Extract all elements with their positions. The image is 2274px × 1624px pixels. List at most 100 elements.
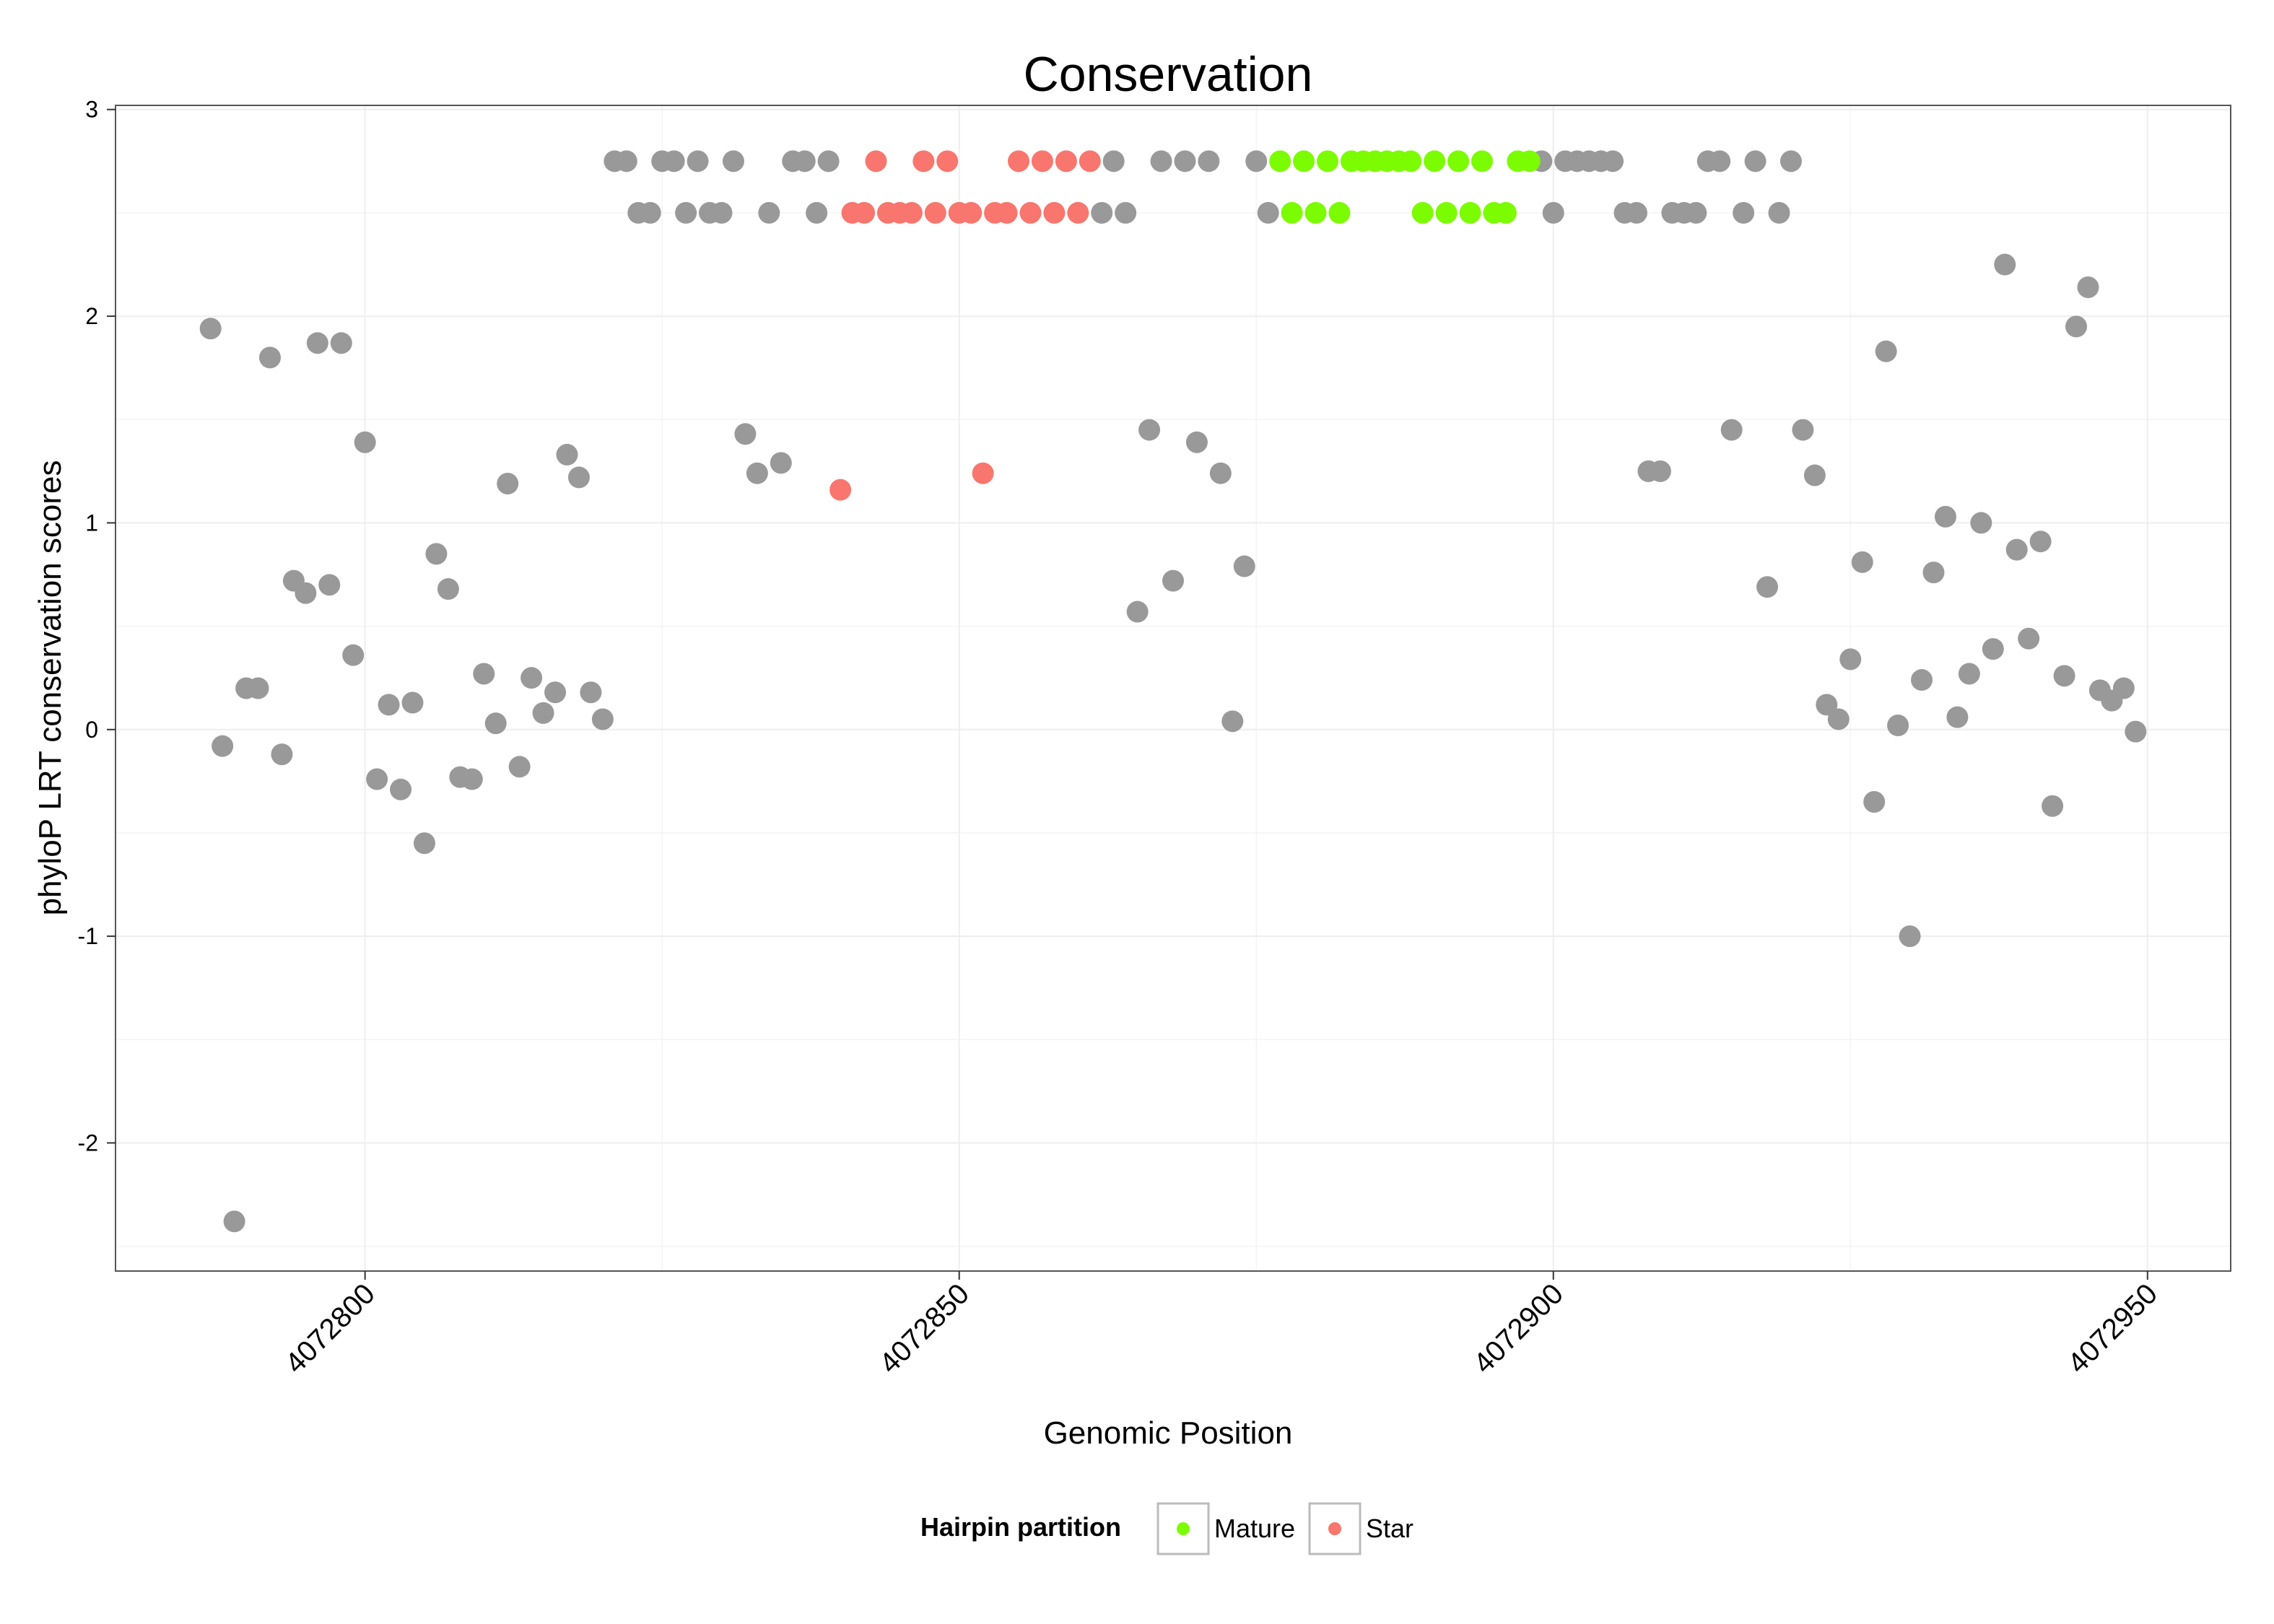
data-point-other <box>544 681 567 704</box>
data-point-other <box>556 443 578 466</box>
data-point-mature <box>1293 150 1315 173</box>
data-point-other <box>639 201 661 224</box>
data-point-star <box>960 201 983 224</box>
data-point-star <box>1055 150 1077 173</box>
data-point-other <box>1851 551 1873 573</box>
data-point-star <box>1019 201 1042 224</box>
data-point-other <box>1756 576 1779 598</box>
data-point-other <box>758 201 780 224</box>
data-point-star <box>1043 201 1066 224</box>
y-tick-label: -1 <box>78 923 98 949</box>
data-point-other <box>247 677 269 699</box>
data-point-mature <box>1281 201 1303 224</box>
data-point-other <box>2065 315 2088 338</box>
data-point-other <box>1875 340 1897 362</box>
data-point-other <box>1768 201 1790 224</box>
data-point-star <box>912 150 935 173</box>
data-point-other <box>508 756 531 778</box>
data-point-other <box>342 644 365 666</box>
data-point-mature <box>1494 201 1517 224</box>
data-point-star <box>829 479 852 501</box>
data-point-other <box>1827 708 1850 730</box>
data-point-mature <box>1304 201 1327 224</box>
data-point-star <box>1031 150 1053 173</box>
legend-title: Hairpin partition <box>920 1512 1121 1542</box>
data-point-other <box>318 574 341 596</box>
legend-label-mature: Mature <box>1214 1514 1295 1543</box>
data-point-other <box>2077 276 2099 298</box>
data-point-other <box>580 681 602 704</box>
plot-border <box>115 105 2231 1272</box>
data-point-other <box>687 150 709 173</box>
data-point-other <box>806 201 828 224</box>
chart-title: Conservation <box>1024 47 1313 102</box>
y-tick-label: -2 <box>78 1130 98 1156</box>
data-point-other <box>1233 555 1255 577</box>
data-point-other <box>1720 419 1743 441</box>
data-point-mature <box>1459 201 1481 224</box>
data-point-other <box>1221 710 1244 733</box>
data-point-other <box>437 578 459 601</box>
data-point-mature <box>1435 201 1458 224</box>
data-point-mature <box>1316 150 1338 173</box>
data-point-other <box>413 832 435 855</box>
y-tick-label: 1 <box>85 510 98 536</box>
data-point-other <box>615 150 637 173</box>
data-point-other <box>1958 663 1980 685</box>
data-point-other <box>770 452 792 474</box>
data-point-other <box>1245 150 1268 173</box>
data-point-other <box>1816 694 1838 716</box>
data-point-other <box>1198 150 1220 173</box>
data-point-other <box>675 201 697 224</box>
data-point-other <box>366 768 388 790</box>
data-point-other <box>663 150 685 173</box>
data-point-mature <box>1424 150 1446 173</box>
data-point-other <box>1803 464 1826 486</box>
legend-dot-star <box>1328 1522 1341 1535</box>
data-point-other <box>484 712 507 735</box>
data-point-star <box>972 462 994 484</box>
data-point-mature <box>1400 150 1422 173</box>
data-point-other <box>1779 150 1802 173</box>
data-point-star <box>936 150 959 173</box>
data-point-other <box>223 1210 245 1233</box>
data-point-other <box>2005 538 2028 561</box>
data-point-other <box>2125 720 2147 743</box>
data-point-other <box>1887 715 1909 737</box>
data-point-other <box>1685 201 1707 224</box>
data-point-other <box>520 667 543 689</box>
data-point-other <box>1709 150 1731 173</box>
data-point-other <box>1744 150 1767 173</box>
data-point-mature <box>1411 201 1434 224</box>
data-point-star <box>1067 201 1089 224</box>
data-point-star <box>900 201 923 224</box>
data-point-other <box>1946 706 1969 728</box>
data-point-mature <box>1518 150 1541 173</box>
data-point-other <box>1209 462 1232 484</box>
data-point-other <box>1911 669 1933 691</box>
data-point-other <box>497 473 519 495</box>
data-point-other <box>722 150 744 173</box>
data-point-other <box>1126 601 1149 623</box>
data-point-other <box>354 431 376 453</box>
data-point-other <box>1185 431 1208 453</box>
y-tick-label: 2 <box>85 303 98 329</box>
data-point-other <box>1970 512 1992 534</box>
data-point-star <box>1008 150 1030 173</box>
y-tick-label: 3 <box>85 97 98 123</box>
data-point-star <box>996 201 1018 224</box>
data-point-mature <box>1447 150 1470 173</box>
data-point-other <box>401 691 424 714</box>
data-point-other <box>591 708 614 730</box>
data-point-other <box>425 543 448 565</box>
data-points <box>199 150 2147 1233</box>
data-point-other <box>271 743 293 766</box>
y-axis-title: phyloP LRT conservation scores <box>32 460 68 915</box>
legend-dot-mature <box>1177 1522 1190 1535</box>
data-point-star <box>865 150 887 173</box>
data-point-other <box>532 702 554 724</box>
legend: Hairpin partition Mature Star <box>920 1502 1413 1555</box>
data-point-other <box>1994 253 2016 276</box>
data-point-other <box>1863 790 1886 813</box>
